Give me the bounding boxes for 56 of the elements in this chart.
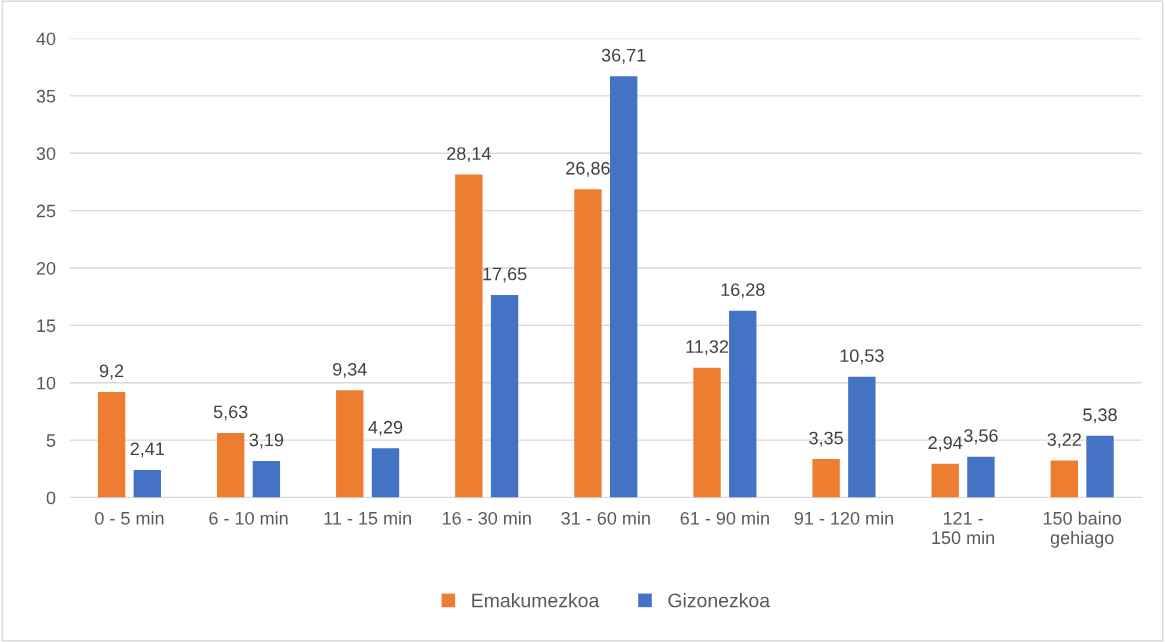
x-tick-label: 6 - 10 min bbox=[209, 511, 288, 525]
data-label: 3,56 bbox=[964, 429, 998, 445]
x-tick-label: 11 - 15 min bbox=[324, 511, 411, 525]
data-label: 5,38 bbox=[1083, 408, 1117, 424]
y-tick-label: 20 bbox=[36, 261, 56, 275]
data-label: 16,28 bbox=[721, 283, 765, 299]
data-label: 3,35 bbox=[809, 431, 843, 447]
bar bbox=[1050, 460, 1078, 498]
x-tick-label: 91 - 120 min bbox=[794, 511, 893, 525]
bar bbox=[1086, 435, 1114, 498]
y-tick-label: 15 bbox=[37, 319, 56, 333]
y-tick-label: 30 bbox=[36, 147, 56, 160]
data-label: 17,65 bbox=[483, 267, 527, 283]
x-tick-label: 31 - 60 min bbox=[561, 511, 650, 525]
data-label: 10,53 bbox=[840, 349, 884, 365]
y-tick-label: 5 bbox=[46, 434, 56, 447]
data-label: 11,32 bbox=[686, 340, 729, 356]
legend-label: Gizonezkoa bbox=[668, 593, 771, 608]
bar bbox=[967, 456, 995, 498]
x-tick-label: 16 - 30 min bbox=[442, 511, 531, 525]
data-label: 9,34 bbox=[333, 362, 367, 378]
bar bbox=[848, 376, 876, 498]
data-label: 2,94 bbox=[928, 436, 963, 452]
bar bbox=[931, 463, 959, 498]
bar bbox=[336, 390, 364, 498]
bar bbox=[490, 295, 519, 498]
data-label: 2,41 bbox=[130, 442, 164, 458]
y-tick-label: 10 bbox=[37, 376, 56, 390]
data-label: 4,29 bbox=[368, 420, 403, 436]
data-label: 3,19 bbox=[249, 433, 284, 449]
bar bbox=[729, 310, 757, 498]
y-tick-label: 40 bbox=[36, 32, 56, 46]
bar bbox=[693, 367, 721, 498]
bar bbox=[812, 459, 840, 498]
data-label: 5,63 bbox=[213, 405, 248, 421]
bar bbox=[252, 460, 281, 498]
bar bbox=[371, 448, 400, 498]
bar bbox=[455, 174, 483, 498]
data-label: 9,2 bbox=[99, 364, 124, 380]
x-tick-label: 61 - 90 min bbox=[680, 511, 769, 525]
legend-label: Emakumezkoa bbox=[472, 593, 600, 608]
x-tick-label: 0 - 5 min bbox=[95, 511, 164, 525]
y-tick-label: 0 bbox=[46, 491, 56, 505]
data-label: 28,14 bbox=[447, 147, 491, 163]
x-tick-label: 121 - 150 min bbox=[932, 511, 995, 545]
y-tick-label: 35 bbox=[36, 89, 56, 103]
bar bbox=[216, 432, 245, 498]
x-tick-label: 150 baino gehiago bbox=[1043, 511, 1122, 548]
y-tick-label: 25 bbox=[36, 204, 56, 218]
data-label: 26,86 bbox=[566, 161, 610, 177]
bar bbox=[133, 469, 161, 498]
bar bbox=[97, 391, 126, 498]
data-label: 3,22 bbox=[1047, 433, 1081, 449]
bar bbox=[574, 189, 602, 498]
data-label: 36,71 bbox=[601, 48, 646, 64]
bar bbox=[609, 76, 638, 498]
